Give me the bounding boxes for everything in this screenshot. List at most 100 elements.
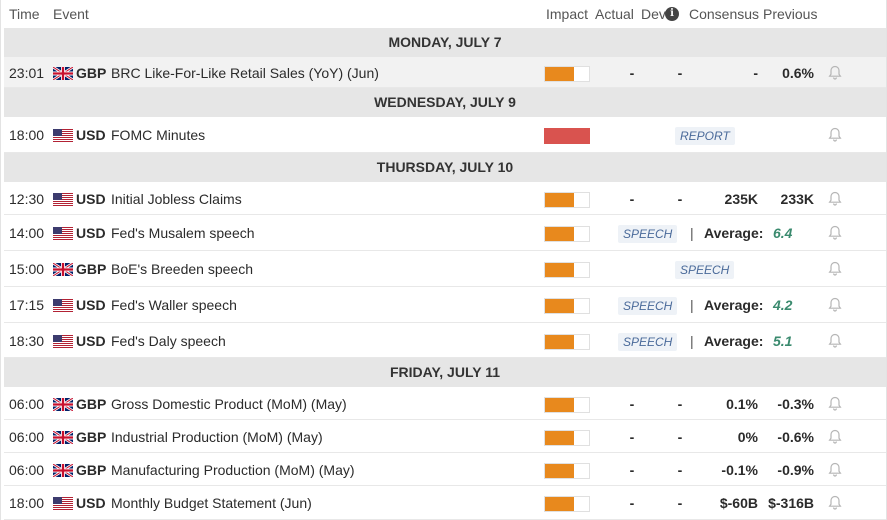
event-row[interactable]: 14:00 USD Fed's Musalem speech SPEECH | Avera… — [4, 215, 886, 251]
header-consensus[interactable]: Consensus — [689, 6, 760, 22]
day-header: MONDAY, JULY 7 — [4, 28, 886, 57]
actual-value: - — [629, 65, 635, 81]
speech-tag[interactable]: SPEECH — [618, 333, 678, 351]
event-time: 18:00 — [9, 495, 45, 511]
header-impact[interactable]: Impact — [546, 6, 589, 22]
event-row[interactable]: 23:01 GBP BRC Like-For-Like Retail Sales (… — [4, 57, 886, 88]
event-name[interactable]: Fed's Musalem speech — [111, 225, 255, 241]
event-time: 23:01 — [9, 65, 45, 81]
event-row[interactable]: 06:00 GBP Manufacturing Production (MoM) (… — [4, 453, 886, 486]
event-time: 15:00 — [9, 261, 45, 277]
previous-value: 233K — [780, 191, 814, 207]
event-row[interactable]: 15:00 GBP BoE's Breeden speech SPEECH — [4, 251, 886, 287]
event-currency: GBP — [76, 396, 107, 412]
separator: | — [690, 225, 694, 241]
dev-value: - — [677, 429, 683, 445]
event-time: 06:00 — [9, 396, 45, 412]
average-value: 6.4 — [773, 225, 793, 241]
header-time[interactable]: Time — [9, 6, 40, 22]
header-event[interactable]: Event — [53, 6, 89, 22]
event-row[interactable]: 06:00 GBP Gross Domestic Product (MoM) (Ma… — [4, 387, 886, 420]
bell-icon[interactable] — [827, 261, 843, 277]
day-header: FRIDAY, JULY 11 — [4, 358, 886, 387]
event-row[interactable]: 06:00 GBP Industrial Production (MoM) (May… — [4, 420, 886, 453]
bell-icon[interactable] — [827, 462, 843, 478]
us-flag-icon — [53, 299, 73, 312]
uk-flag-icon — [53, 431, 73, 444]
average-label: Average: — [704, 333, 764, 349]
impact-fill — [545, 431, 575, 445]
actual-value: - — [629, 429, 635, 445]
event-name[interactable]: Fed's Daly speech — [111, 333, 226, 349]
event-name[interactable]: BRC Like-For-Like Retail Sales (YoY) (Ju… — [111, 65, 379, 81]
event-name[interactable]: Manufacturing Production (MoM) (May) — [111, 462, 355, 478]
event-currency: USD — [76, 297, 106, 313]
dev-value: - — [677, 462, 683, 478]
speech-tag[interactable]: SPEECH — [675, 261, 735, 279]
bell-icon[interactable] — [827, 225, 843, 241]
event-name[interactable]: BoE's Breeden speech — [111, 261, 253, 277]
event-currency: USD — [76, 333, 106, 349]
consensus-value: 0.1% — [726, 396, 758, 412]
header-actual[interactable]: Actual — [595, 6, 634, 22]
report-tag[interactable]: REPORT — [675, 127, 735, 145]
impact-fill — [545, 263, 575, 277]
impact-indicator — [544, 463, 590, 479]
consensus-value: $-60B — [719, 495, 758, 511]
speech-tag[interactable]: SPEECH — [618, 225, 678, 243]
event-currency: USD — [76, 495, 106, 511]
impact-indicator — [544, 430, 590, 446]
event-row[interactable]: 17:15 USD Fed's Waller speech SPEECH | Averag… — [4, 287, 886, 323]
event-currency: USD — [76, 127, 106, 143]
impact-fill — [545, 227, 575, 241]
impact-indicator — [544, 66, 590, 82]
bell-icon[interactable] — [827, 127, 843, 143]
impact-indicator — [544, 226, 590, 242]
info-icon[interactable]: i — [665, 7, 679, 21]
impact-fill — [545, 398, 575, 412]
speech-tag[interactable]: SPEECH — [618, 297, 678, 315]
actual-value: - — [629, 495, 635, 511]
event-name[interactable]: Gross Domestic Product (MoM) (May) — [111, 396, 347, 412]
separator: | — [690, 333, 694, 349]
header-dev[interactable]: Dev — [641, 6, 666, 22]
event-name[interactable]: Monthly Budget Statement (Jun) — [111, 495, 312, 511]
previous-value: -0.3% — [777, 396, 814, 412]
us-flag-icon — [53, 193, 73, 206]
consensus-value: 235K — [724, 191, 758, 207]
bell-icon[interactable] — [827, 333, 843, 349]
average-value: 4.2 — [773, 297, 793, 313]
impact-fill — [545, 193, 575, 207]
event-row[interactable]: 18:00 USD FOMC Minutes REPORT — [4, 117, 886, 153]
bell-icon[interactable] — [827, 429, 843, 445]
header-previous[interactable]: Previous — [763, 6, 818, 22]
consensus-value: 0% — [737, 429, 758, 445]
bell-icon[interactable] — [827, 191, 843, 207]
dev-value: - — [677, 65, 683, 81]
us-flag-icon — [53, 335, 73, 348]
bell-icon[interactable] — [827, 297, 843, 313]
impact-indicator — [544, 298, 590, 314]
impact-indicator — [544, 496, 590, 512]
impact-indicator — [544, 397, 590, 413]
event-name[interactable]: Industrial Production (MoM) (May) — [111, 429, 323, 445]
event-name[interactable]: Initial Jobless Claims — [111, 191, 242, 207]
event-row[interactable]: 12:30 USD Initial Jobless Claims - - 235K 233K — [4, 182, 886, 215]
event-time: 14:00 — [9, 225, 45, 241]
impact-indicator — [544, 262, 590, 278]
event-row[interactable]: 18:00 USD Monthly Budget Statement (Jun) - -… — [4, 486, 886, 520]
impact-indicator — [544, 334, 590, 350]
bell-icon[interactable] — [827, 495, 843, 511]
average-label: Average: — [704, 225, 764, 241]
event-currency: USD — [76, 191, 106, 207]
bell-icon[interactable] — [827, 65, 843, 81]
event-name[interactable]: FOMC Minutes — [111, 127, 206, 143]
event-time: 17:15 — [9, 297, 45, 313]
dev-value: - — [677, 396, 683, 412]
event-currency: USD — [76, 225, 106, 241]
event-currency: GBP — [76, 261, 107, 277]
event-row[interactable]: 18:30 USD Fed's Daly speech SPEECH | Average:… — [4, 323, 886, 358]
bell-icon[interactable] — [827, 396, 843, 412]
event-name[interactable]: Fed's Waller speech — [111, 297, 237, 313]
consensus-value: -0.1% — [721, 462, 758, 478]
